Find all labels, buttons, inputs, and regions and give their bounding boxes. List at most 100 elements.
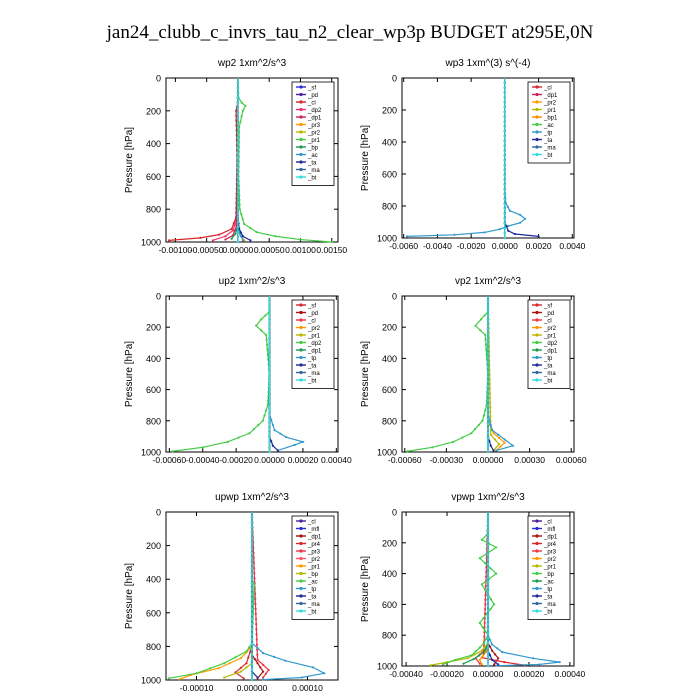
series-point bbox=[486, 417, 490, 421]
series-point bbox=[273, 429, 276, 432]
series-point bbox=[503, 188, 506, 191]
legend: _cl _dp1_pr2 _pr1_bp1 _ac_tp _ta_ma _bt bbox=[527, 81, 571, 164]
series-point bbox=[233, 229, 236, 232]
x-tick-label: 0.00020 bbox=[288, 455, 319, 465]
legend-marker bbox=[299, 355, 303, 360]
x-tick-label: -0.0040 bbox=[423, 241, 452, 251]
series-point bbox=[236, 221, 240, 224]
legend-entry: _tp bbox=[543, 130, 553, 136]
series-point bbox=[503, 661, 506, 664]
series-point bbox=[323, 672, 326, 675]
series-point bbox=[486, 323, 490, 326]
series-point bbox=[503, 105, 506, 109]
series-point bbox=[268, 304, 271, 307]
series-point bbox=[235, 228, 238, 231]
series-point bbox=[503, 207, 506, 211]
series-point bbox=[524, 217, 527, 220]
legend-entry: _pd bbox=[543, 311, 554, 317]
legend-entry: _pr2 bbox=[543, 326, 557, 332]
series-point bbox=[484, 562, 487, 565]
series-point bbox=[252, 556, 255, 559]
legend-entry: _dp1 bbox=[307, 348, 322, 354]
series-point bbox=[473, 428, 477, 431]
series-point bbox=[236, 206, 240, 209]
series-point bbox=[236, 216, 240, 219]
page-title: jan24_clubb_c_invrs_tau_n2_clear_wp3p BU… bbox=[106, 22, 594, 43]
series-point bbox=[486, 660, 490, 663]
series-point bbox=[230, 237, 233, 240]
series-point bbox=[253, 583, 256, 586]
series-point bbox=[285, 436, 288, 439]
series-point bbox=[483, 626, 486, 629]
series-point bbox=[268, 361, 271, 364]
legend-entry: _dp1 bbox=[543, 93, 558, 99]
series-point bbox=[256, 662, 259, 665]
series-point bbox=[486, 534, 490, 537]
series-point bbox=[238, 208, 241, 211]
series-point bbox=[489, 405, 492, 409]
series-point bbox=[234, 232, 237, 235]
series-point bbox=[284, 659, 287, 662]
series-point bbox=[473, 653, 476, 656]
series-point bbox=[429, 664, 432, 667]
legend: _sf _pd_cl _pr2_pr1 _dp2_dp1 _tp_ta _ma_bt bbox=[291, 299, 335, 389]
series-point bbox=[236, 201, 240, 204]
series-point bbox=[488, 645, 492, 648]
legend-entry: _cl bbox=[543, 318, 552, 324]
series-point bbox=[474, 650, 477, 653]
series-point bbox=[486, 520, 490, 523]
chart-panel-3: vp2 1xm^2/s^3 Pressure [hPa] 0 200 400 600 800… bbox=[360, 276, 587, 465]
series-point bbox=[250, 668, 254, 671]
series-point bbox=[488, 378, 491, 381]
series-point bbox=[223, 676, 226, 679]
y-tick-label: 800 bbox=[382, 416, 397, 426]
series-point bbox=[263, 414, 266, 417]
series-point bbox=[266, 348, 269, 351]
series-point bbox=[489, 415, 492, 418]
series-point bbox=[236, 181, 240, 184]
legend-entry: _tp bbox=[543, 356, 553, 362]
legend-marker bbox=[299, 526, 303, 531]
legend-entry: _ac bbox=[543, 579, 554, 585]
series-point bbox=[486, 538, 490, 542]
series-point bbox=[486, 562, 490, 565]
legend-entry: _pr1 bbox=[543, 108, 557, 114]
series-point bbox=[493, 663, 496, 666]
legend-entry: _dp2 bbox=[543, 341, 558, 347]
series-point bbox=[236, 161, 240, 164]
series-point bbox=[497, 663, 500, 666]
legend-entry: _pr1 bbox=[307, 333, 321, 339]
series-point bbox=[268, 309, 271, 312]
series-point bbox=[236, 156, 240, 159]
series-point bbox=[470, 432, 473, 435]
legend-marker bbox=[299, 519, 303, 523]
series-point bbox=[454, 658, 457, 661]
series-point bbox=[239, 235, 243, 238]
legend-entry: _ma bbox=[543, 145, 556, 151]
series-point bbox=[243, 222, 246, 226]
legend-marker bbox=[299, 152, 303, 157]
series-point bbox=[486, 580, 490, 584]
x-tick-label: -0.00040 bbox=[186, 455, 220, 465]
legend-marker bbox=[299, 601, 303, 606]
series-point bbox=[265, 333, 268, 337]
y-tick-label: 200 bbox=[382, 106, 397, 116]
series-point bbox=[249, 239, 252, 242]
series-point bbox=[236, 211, 240, 214]
legend-marker bbox=[299, 100, 303, 104]
series-point bbox=[245, 666, 248, 669]
series-point bbox=[495, 664, 498, 667]
series-point bbox=[478, 621, 481, 624]
legend-marker bbox=[535, 310, 539, 315]
y-tick-label: 400 bbox=[146, 575, 161, 585]
x-tick-label: -0.00100 bbox=[159, 245, 193, 255]
y-tick-label: 200 bbox=[382, 538, 397, 548]
series-point bbox=[236, 136, 240, 139]
series-point bbox=[250, 551, 254, 554]
series-point bbox=[486, 594, 490, 598]
y-axis-label: Pressure [hPa] bbox=[360, 556, 371, 622]
series-point bbox=[274, 235, 277, 238]
series-point bbox=[503, 115, 506, 118]
series-point bbox=[503, 159, 506, 162]
series-point bbox=[486, 450, 490, 454]
